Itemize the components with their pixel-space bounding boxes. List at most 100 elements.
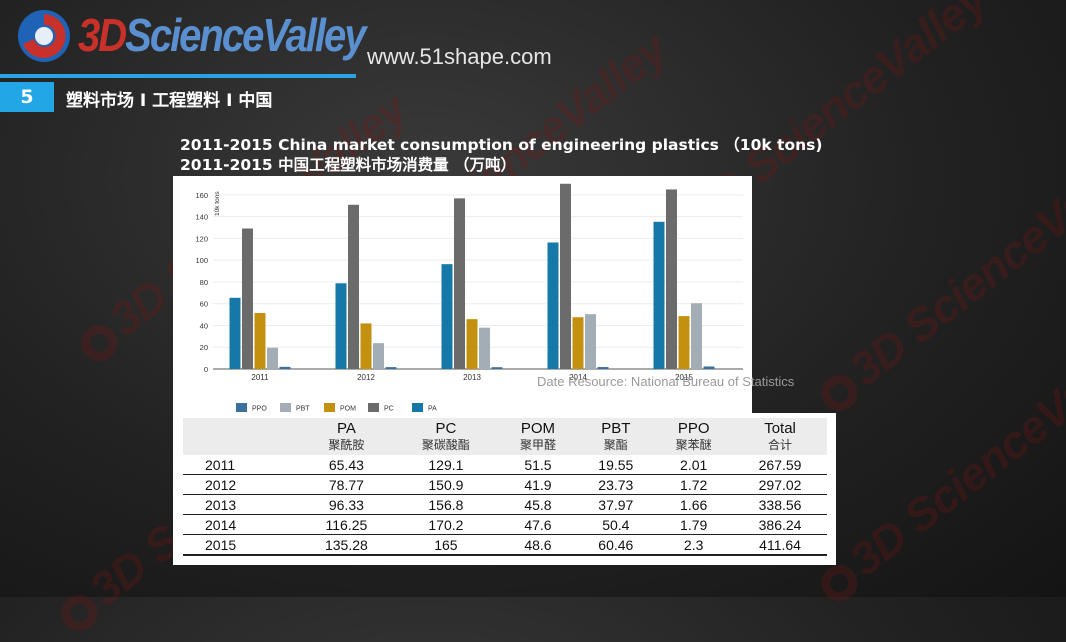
row-year: 2015: [183, 534, 300, 556]
swirl-logo-icon: [18, 10, 70, 62]
y-tick-label: 100: [195, 256, 208, 265]
y-tick-label: 80: [200, 278, 208, 287]
table-cell: 19.55: [577, 455, 655, 475]
y-tick-label: 40: [200, 321, 208, 330]
section-title: 塑料市场 I 工程塑料 I 中国: [66, 91, 273, 111]
table-cell: 2.3: [654, 534, 734, 556]
table-row: 2015 135.28 165 48.6 60.46 2.3 411.64: [183, 534, 827, 556]
y-tick-label: 60: [200, 300, 208, 309]
column-header: PA 聚酰胺: [299, 418, 394, 455]
bar-ppo: [491, 367, 503, 369]
table-header-row: PA 聚酰胺 PC 聚碳酸酯 POM 聚甲醛 PBT 聚酯 PPO 聚苯醚 Total 合计: [183, 418, 827, 455]
table-cell: 2.01: [654, 455, 734, 475]
table-cell: 386.24: [733, 514, 827, 535]
watermark: 3D ScienceValley: [806, 132, 1066, 423]
chart-panel: 0 20 40 60 80 100 120 140 160 10k tons 2011 2012 201…: [173, 176, 752, 420]
logo: 3DScienceValley: [14, 4, 367, 68]
legend-swatch: [368, 403, 379, 412]
bar-pbt: [373, 343, 384, 369]
legend-label: PPO: [252, 406, 267, 413]
bar-pc: [348, 204, 359, 369]
table-cell: 297.02: [733, 474, 827, 495]
column-header: PC 聚碳酸酯: [393, 418, 499, 455]
bar-pom: [360, 323, 372, 369]
column-header-en: PC: [435, 420, 457, 437]
legend-swatch: [236, 403, 247, 412]
y-tick-label: 120: [195, 234, 208, 243]
column-header-en: PPO: [677, 420, 710, 437]
column-header-en: PA: [336, 420, 356, 437]
table-row: 2011 65.43 129.1 51.5 19.55 2.01 267.59: [183, 455, 827, 475]
row-year: 2011: [183, 455, 300, 475]
table-cell: 23.73: [577, 474, 655, 495]
column-header: PBT 聚酯: [577, 418, 655, 455]
bar-pbt: [267, 347, 278, 369]
column-header-cn: 聚苯醚: [675, 438, 712, 452]
x-tick-label: 2013: [463, 373, 481, 382]
chart-title-cn: 2011-2015 中国工程塑料市场消费量 （万吨）: [180, 156, 517, 174]
column-header-cn: 聚碳酸酯: [421, 438, 470, 452]
column-header-en: [239, 420, 243, 437]
y-tick-label: 0: [204, 365, 208, 374]
table-cell: 45.8: [498, 494, 578, 515]
table-cell: 150.9: [393, 474, 499, 495]
bar-pa: [441, 264, 453, 369]
column-header-cn: 聚酯: [603, 438, 628, 452]
section-number-badge: 5: [0, 82, 54, 112]
y-tick-label: 160: [195, 191, 208, 200]
bar-pom: [678, 316, 690, 369]
bar-ppo: [385, 367, 397, 369]
legend-label: POM: [340, 406, 356, 413]
bar-pbt: [479, 327, 490, 369]
column-header-en: PBT: [601, 420, 631, 437]
table-cell: 1.79: [654, 514, 734, 535]
legend-label: PC: [384, 406, 394, 413]
bar-pa: [547, 242, 559, 369]
table-panel: PA 聚酰胺 PC 聚碳酸酯 POM 聚甲醛 PBT 聚酯 PPO 聚苯醚 Total 合计 2011…: [173, 413, 836, 565]
column-header-cn: [183, 437, 299, 455]
table-cell: 129.1: [393, 455, 499, 475]
bar-pa: [653, 221, 665, 369]
table-cell: 47.6: [498, 514, 578, 535]
bar-pa: [335, 283, 347, 369]
bar-pc: [666, 189, 677, 369]
logo-wordmark: 3DScienceValley: [78, 10, 367, 61]
bar-ppo: [703, 366, 715, 369]
table-cell: 37.97: [577, 494, 655, 515]
legend-label: PBT: [296, 406, 310, 413]
row-year: 2013: [183, 494, 300, 515]
bar-pa: [229, 297, 241, 369]
source-note: Date Resource: National Bureau of Statis…: [537, 374, 795, 389]
x-tick-label: 2011: [251, 373, 269, 382]
bar-pc: [454, 198, 465, 369]
table-cell: 116.25: [299, 514, 394, 535]
row-year: 2012: [183, 474, 300, 495]
x-tick-label: 2012: [357, 373, 375, 382]
bar-ppo: [597, 367, 609, 369]
x-tick-label: 2014: [569, 373, 587, 382]
table-cell: 267.59: [733, 455, 827, 475]
legend-swatch: [280, 403, 291, 412]
bar-ppo: [279, 366, 291, 369]
table-cell: 65.43: [299, 455, 394, 475]
table-row: 2012 78.77 150.9 41.9 23.73 1.72 297.02: [183, 474, 827, 495]
bar-pc: [242, 228, 253, 369]
table-cell: 135.28: [299, 534, 394, 556]
column-header: Total 合计: [733, 418, 827, 455]
table-cell: 41.9: [498, 474, 578, 495]
data-table: PA 聚酰胺 PC 聚碳酸酯 POM 聚甲醛 PBT 聚酯 PPO 聚苯醚 Total 合计 2011…: [183, 418, 827, 556]
table-cell: 50.4: [577, 514, 655, 535]
legend-swatch: [412, 403, 423, 412]
bar-pc: [560, 183, 571, 369]
bar-pbt: [585, 314, 596, 369]
table-cell: 60.46: [577, 534, 655, 556]
table-cell: 165: [393, 534, 499, 556]
bar-pom: [254, 312, 266, 369]
bar-pom: [466, 319, 478, 369]
y-axis-label: 10k tons: [214, 191, 221, 216]
header-divider: [0, 74, 356, 78]
table-row: 2014 116.25 170.2 47.6 50.4 1.79 386.24: [183, 514, 827, 535]
table-body: 2011 65.43 129.1 51.5 19.55 2.01 267.59 2012 78.…: [183, 455, 827, 556]
table-cell: 338.56: [733, 494, 827, 515]
column-header-cn: 合计: [768, 438, 793, 452]
